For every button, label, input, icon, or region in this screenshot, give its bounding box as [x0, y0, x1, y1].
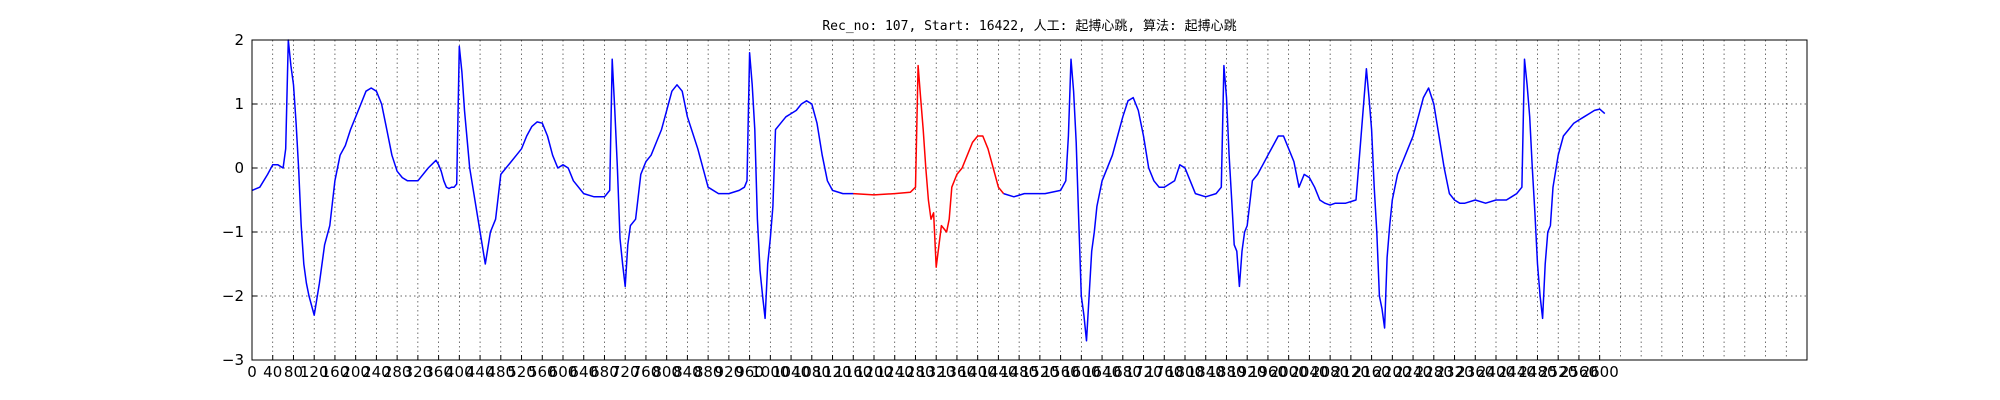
x-tick-label: 1160: [834, 363, 872, 381]
x-tick-label: 1840: [1187, 363, 1225, 381]
x-tick-label: 1800: [1166, 363, 1204, 381]
x-tick-label: 1120: [813, 363, 851, 381]
x-tick-label: 2520: [1539, 363, 1577, 381]
x-tick-label: 1480: [1000, 363, 1038, 381]
x-tick-label: 1960: [1249, 363, 1287, 381]
series-line-1: [251, 39, 854, 320]
x-tick-label: 1640: [1083, 363, 1121, 381]
x-tick-label: 120: [300, 363, 329, 381]
x-tick-label: 0: [247, 363, 257, 381]
x-tick-label: 2280: [1415, 363, 1453, 381]
x-tick-label: 1760: [1145, 363, 1183, 381]
x-tick-label: 1880: [1207, 363, 1245, 381]
x-tick-label: 600: [549, 363, 578, 381]
x-tick-label: 2560: [1560, 363, 1598, 381]
series-line-3: [1003, 58, 1606, 342]
x-tick-label: 1720: [1124, 363, 1162, 381]
y-axis-ticks: −3 −2 −1 0 1 2: [222, 31, 257, 369]
x-tick-label: 960: [735, 363, 764, 381]
x-tick-label: 440: [466, 363, 495, 381]
series-layer: [251, 39, 1606, 342]
x-tick-label: 1280: [896, 363, 934, 381]
x-tick-label: 2440: [1498, 363, 1536, 381]
x-tick-label: 680: [590, 363, 619, 381]
x-tick-label: 2320: [1435, 363, 1473, 381]
x-tick-label: 1240: [876, 363, 914, 381]
x-tick-label: 2040: [1290, 363, 1328, 381]
x-tick-label: 640: [569, 363, 598, 381]
x-tick-label: 1400: [959, 363, 997, 381]
x-tick-label: 40: [263, 363, 282, 381]
grid: [252, 40, 1807, 360]
x-tick-label: 840: [673, 363, 702, 381]
x-tick-label: 80: [284, 363, 303, 381]
x-tick-label: 2000: [1270, 363, 1308, 381]
x-tick-label: 720: [611, 363, 640, 381]
plot-frame: [251, 39, 1808, 361]
y-tick-label: −1: [222, 223, 244, 241]
x-tick-label: 1440: [979, 363, 1017, 381]
x-tick-label: 480: [486, 363, 515, 381]
series-line-2: [853, 64, 1005, 268]
x-tick-label: 2600: [1581, 363, 1619, 381]
y-tick-label: −3: [222, 351, 244, 369]
y-tick-label: 1: [234, 95, 244, 113]
x-tick-label: 1520: [1021, 363, 1059, 381]
x-tick-label: 800: [652, 363, 681, 381]
x-tick-label: 360: [424, 363, 453, 381]
x-tick-label: 1200: [855, 363, 893, 381]
x-tick-label: 880: [694, 363, 723, 381]
x-tick-label: 560: [528, 363, 557, 381]
x-tick-label: 2400: [1477, 363, 1515, 381]
y-tick-label: −2: [222, 287, 244, 305]
x-tick-label: 760: [632, 363, 661, 381]
x-tick-label: 200: [341, 363, 370, 381]
chart-title: Rec_no: 107, Start: 16422, 人工: 起搏心跳, 算法:…: [822, 18, 1236, 34]
x-tick-label: 1000: [751, 363, 789, 381]
x-tick-label: 2480: [1518, 363, 1556, 381]
x-tick-label: 320: [404, 363, 433, 381]
x-tick-label: 1080: [793, 363, 831, 381]
x-tick-label: 1320: [917, 363, 955, 381]
y-tick-label: 0: [234, 159, 244, 177]
x-axis-ticks: 0 40 8012016020024028032036040044048052056…: [247, 355, 1619, 381]
x-tick-label: 2240: [1394, 363, 1432, 381]
x-tick-label: 2360: [1456, 363, 1494, 381]
x-tick-label: 160: [321, 363, 350, 381]
x-tick-label: 2080: [1311, 363, 1349, 381]
x-tick-label: 2200: [1373, 363, 1411, 381]
x-tick-label: 2160: [1353, 363, 1391, 381]
x-tick-label: 2120: [1332, 363, 1370, 381]
x-tick-label: 240: [362, 363, 391, 381]
x-tick-label: 1040: [772, 363, 810, 381]
x-tick-label: 520: [507, 363, 536, 381]
x-tick-label: 920: [715, 363, 744, 381]
y-tick-label: 2: [234, 31, 244, 49]
x-tick-label: 1560: [1042, 363, 1080, 381]
x-tick-label: 1600: [1062, 363, 1100, 381]
x-tick-label: 1360: [938, 363, 976, 381]
x-tick-label: 1680: [1104, 363, 1142, 381]
x-tick-label: 280: [383, 363, 412, 381]
x-tick-label: 1920: [1228, 363, 1266, 381]
x-tick-label: 400: [445, 363, 474, 381]
